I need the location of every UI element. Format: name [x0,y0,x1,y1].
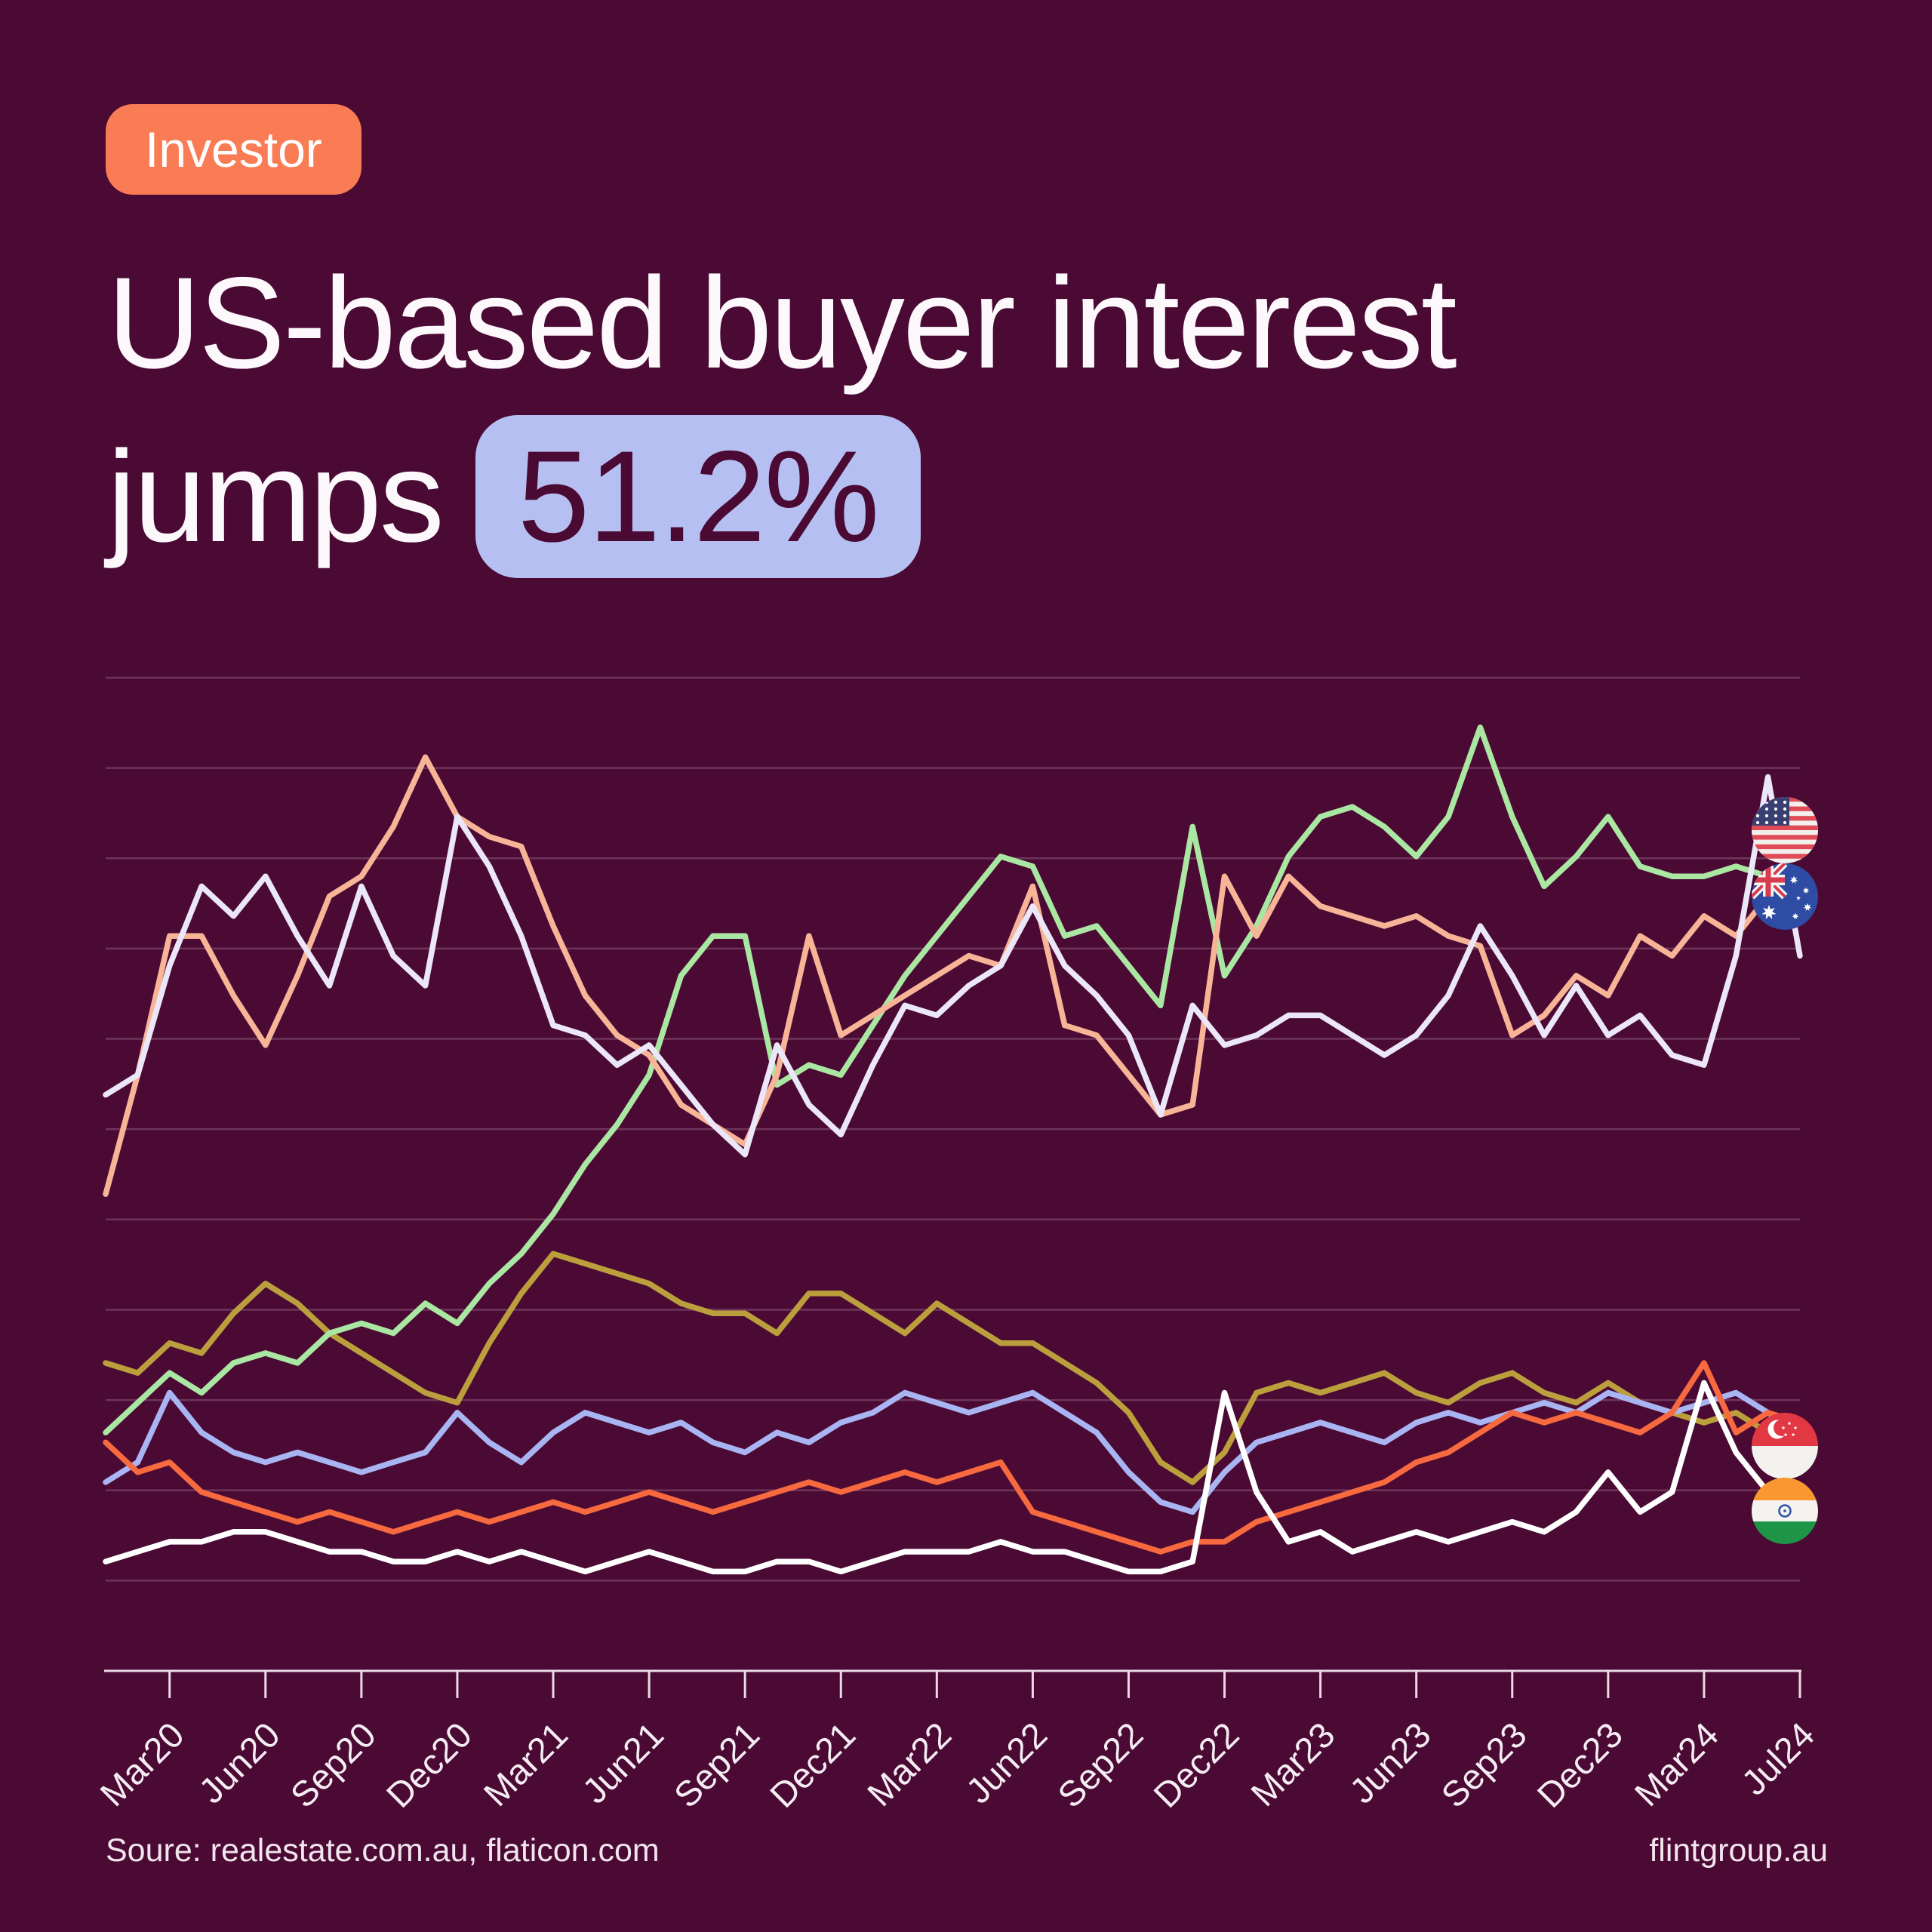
series-line-series-periwinkle [103,1389,1803,1515]
flag-icon-in [1752,1478,1818,1544]
percent-highlight-pill: 51.2% [475,415,921,579]
x-axis-label: Sep22 [1050,1715,1151,1816]
gridlines [106,676,1800,1582]
x-axis-label: Sep23 [1433,1715,1534,1816]
title-line1: US-based buyer interest [107,251,1457,395]
flag-icon-us [1752,797,1818,863]
x-axis-label: Jul24 [1734,1715,1822,1803]
series-line-series-khaki [103,1251,1803,1485]
site-credit: flintgroup.au [1649,1832,1828,1869]
investor-badge-label: Investor [145,122,322,177]
x-axis-label: Jun23 [1342,1715,1438,1811]
series-line-series-green [103,724,1803,1435]
x-axis-label: Dec22 [1146,1715,1247,1816]
series-line-united-states [103,774,1803,1158]
x-axis-label: Mar24 [1626,1715,1726,1814]
x-axis-label: Dec21 [762,1715,863,1816]
series-lines [103,724,1803,1575]
flag-icon-au [1752,863,1818,930]
x-axis-label: Jun21 [574,1715,671,1811]
x-axis-label: Sep20 [282,1715,383,1816]
flag-legend [1752,797,1818,1544]
x-axis-label: Mar22 [860,1715,959,1814]
title-line2: jumps 51.2% [107,414,1455,580]
series-line-singapore [103,1360,1803,1555]
investor-badge: Investor [106,104,361,195]
page-title: US-based buyer interest jumps 51.2% [107,240,1457,580]
x-axis-label: Dec23 [1529,1715,1630,1816]
percent-value: 51.2% [517,424,880,570]
x-axis-label: Mar23 [1243,1715,1343,1814]
x-axis-label: Mar21 [475,1715,575,1814]
title-jumps-text: jumps [107,424,445,570]
x-axis-label: Sep21 [666,1715,768,1816]
series-line-india [103,1380,1803,1575]
series-line-australia [103,754,1803,1198]
x-axis-label: Mar20 [92,1715,192,1814]
x-axis-label: Dec20 [378,1715,479,1816]
source-text: Soure: realestate.com.au, flaticon.com [106,1832,660,1869]
flag-icon-sg [1752,1413,1818,1479]
x-axis-label: Jun22 [958,1715,1054,1811]
x-axis-label: Jun20 [191,1715,288,1811]
